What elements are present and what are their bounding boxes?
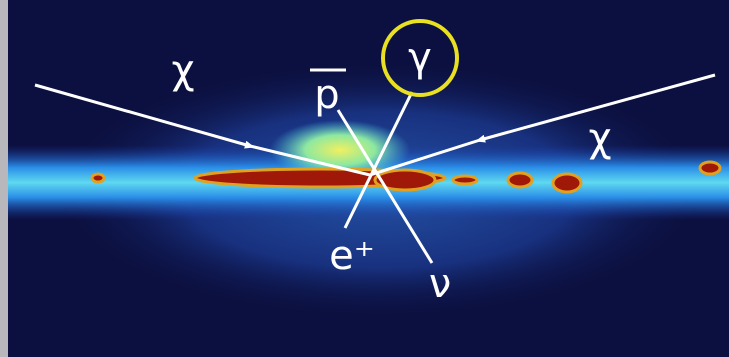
antiproton-label: p xyxy=(314,72,339,118)
gamma-label: γ xyxy=(408,35,432,81)
chi-left-label: χ xyxy=(171,47,194,93)
chi-right-label: χ xyxy=(588,115,611,161)
neutrino-label: ν xyxy=(429,261,451,307)
positron-label: e⁺ xyxy=(329,233,375,279)
border xyxy=(0,0,8,357)
page: χ χ p γ e⁺ ν (() => { const data = JSON.… xyxy=(0,0,729,357)
diagram: χ χ p γ e⁺ ν xyxy=(0,0,729,357)
